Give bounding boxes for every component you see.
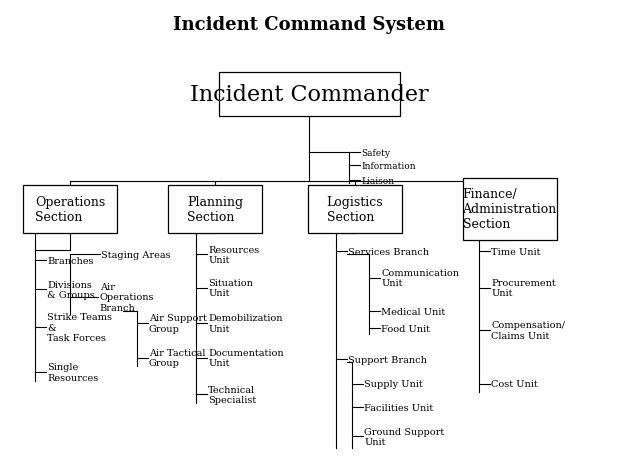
Text: Procurement
Unit: Procurement Unit <box>491 278 556 298</box>
FancyBboxPatch shape <box>168 186 262 233</box>
Text: Support Branch: Support Branch <box>348 355 426 364</box>
Text: Logistics
Section: Logistics Section <box>327 195 383 223</box>
Text: Ground Support
Unit: Ground Support Unit <box>364 426 444 446</box>
Text: Air
Operations
Branch: Air Operations Branch <box>100 282 154 312</box>
Text: Staging Areas: Staging Areas <box>102 250 171 259</box>
Text: Medical Unit: Medical Unit <box>381 307 445 316</box>
Text: Time Unit: Time Unit <box>491 247 541 257</box>
Text: Cost Unit: Cost Unit <box>491 379 539 388</box>
FancyBboxPatch shape <box>462 178 556 240</box>
Text: Planning
Section: Planning Section <box>188 195 243 223</box>
Text: Single
Resources: Single Resources <box>48 363 98 382</box>
Text: Liaison: Liaison <box>361 176 394 185</box>
Text: Information: Information <box>361 161 416 170</box>
FancyBboxPatch shape <box>23 186 117 233</box>
Text: Facilities Unit: Facilities Unit <box>364 403 433 412</box>
Text: Compensation/
Claims Unit: Compensation/ Claims Unit <box>491 321 566 340</box>
Text: Operations
Section: Operations Section <box>35 195 105 223</box>
Text: Technical
Specialist: Technical Specialist <box>208 385 256 404</box>
Text: Incident Command System: Incident Command System <box>173 16 446 34</box>
Text: Documentation
Unit: Documentation Unit <box>208 348 284 368</box>
Text: Demobilization
Unit: Demobilization Unit <box>208 314 283 333</box>
Text: Situation
Unit: Situation Unit <box>208 278 253 298</box>
Text: Air Tactical
Group: Air Tactical Group <box>149 348 206 368</box>
Text: Resources
Unit: Resources Unit <box>208 245 259 264</box>
Text: Food Unit: Food Unit <box>381 324 430 333</box>
FancyBboxPatch shape <box>219 73 400 117</box>
Text: Services Branch: Services Branch <box>348 247 429 257</box>
Text: Finance/
Administration
Section: Finance/ Administration Section <box>462 188 557 231</box>
Text: Communication
Unit: Communication Unit <box>381 269 459 288</box>
Text: Strike Teams
&
Task Forces: Strike Teams & Task Forces <box>48 313 113 342</box>
Text: Incident Commander: Incident Commander <box>190 84 429 106</box>
Text: Branches: Branches <box>48 256 94 265</box>
Text: Supply Unit: Supply Unit <box>364 379 423 388</box>
FancyBboxPatch shape <box>308 186 402 233</box>
Text: Safety: Safety <box>361 149 390 157</box>
Text: Air Support
Group: Air Support Group <box>149 314 207 333</box>
Text: Divisions
& Groups: Divisions & Groups <box>48 280 95 300</box>
